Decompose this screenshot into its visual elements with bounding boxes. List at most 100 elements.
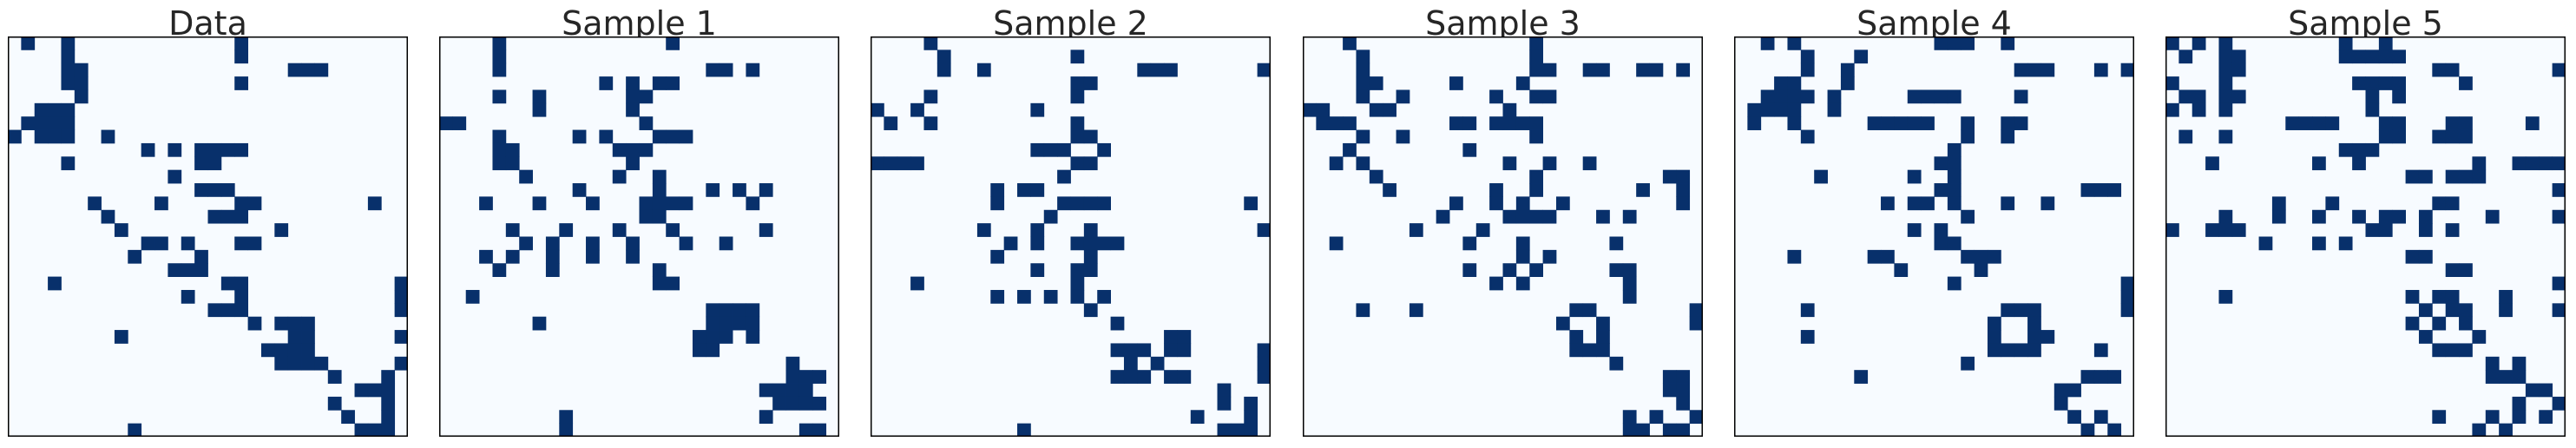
edge-cell (1921, 116, 1935, 130)
matrix-frame (439, 36, 839, 437)
edge-cell (1787, 36, 1802, 50)
edge-cell (2231, 223, 2246, 237)
edge-cell (2418, 169, 2433, 184)
edge-cell (1947, 36, 1962, 50)
edge-cell (2027, 63, 2041, 77)
edge-cell (207, 183, 222, 197)
edge-cell (274, 343, 289, 358)
edge-cell (1867, 116, 1882, 130)
edge-cell (706, 316, 720, 331)
edge-cell (220, 303, 235, 318)
edge-cell (1123, 356, 1138, 371)
edge-cell (2405, 316, 2420, 331)
edge-cell (2552, 396, 2566, 411)
edge-cell (465, 289, 480, 304)
edge-cell (910, 276, 924, 291)
edge-cell (141, 142, 155, 157)
edge-cell (1110, 370, 1125, 384)
edge-cell (2001, 116, 2015, 130)
edge-cell (2378, 223, 2393, 237)
edge-cell (2499, 303, 2513, 318)
edge-cell (2001, 196, 2015, 211)
edge-cell (1515, 209, 1530, 224)
edge-cell (2054, 383, 2068, 398)
edge-cell (639, 209, 654, 224)
edge-cell (2552, 156, 2566, 171)
edge-cell (559, 423, 574, 437)
edge-cell (1907, 116, 1922, 130)
edge-cell (976, 63, 991, 77)
edge-cell (772, 383, 786, 398)
edge-cell (128, 423, 142, 437)
edge-cell (1787, 76, 1802, 90)
edge-cell (2539, 383, 2553, 398)
panel-title: Sample 5 (2288, 4, 2443, 43)
edge-cell (1017, 423, 1031, 437)
edge-cell (220, 276, 235, 291)
edge-cell (2365, 142, 2380, 157)
edge-cell (1070, 116, 1085, 130)
edge-cell (2459, 303, 2473, 318)
edge-cell (1257, 63, 1271, 77)
edge-cell (2499, 289, 2513, 304)
edge-cell (61, 49, 76, 64)
edge-cell (1217, 396, 1232, 411)
edge-cell (1582, 343, 1597, 358)
edge-cell (1489, 276, 1503, 291)
edge-cell (1502, 156, 1517, 171)
edge-cell (1083, 236, 1098, 251)
edge-cell (1961, 36, 1975, 50)
edge-cell (234, 196, 248, 211)
edge-cell (1747, 116, 1762, 130)
edge-cell (247, 316, 262, 331)
edge-cell (990, 196, 1005, 211)
edge-cell (586, 249, 600, 264)
edge-cell (759, 410, 773, 425)
edge-cell (719, 330, 733, 344)
edge-cell (1907, 89, 1922, 104)
edge-cell (2338, 49, 2353, 64)
edge-cell (1097, 289, 1111, 304)
edge-cell (1555, 196, 1570, 211)
edge-cell (354, 423, 369, 437)
adjacency-matrix (2165, 36, 2566, 437)
edge-cell (314, 63, 329, 77)
edge-cell (21, 116, 36, 130)
edge-cell (746, 196, 760, 211)
edge-cell (2093, 63, 2108, 77)
edge-cell (559, 223, 574, 237)
edge-cell (2459, 316, 2473, 331)
edge-cell (871, 156, 884, 171)
edge-cell (168, 142, 182, 157)
edge-cell (2120, 303, 2134, 318)
edge-cell (2325, 116, 2340, 130)
edge-cell (2165, 36, 2179, 50)
edge-cell (2392, 129, 2406, 144)
edge-cell (798, 383, 813, 398)
edge-cell (1383, 183, 1396, 197)
edge-cell (1356, 129, 1370, 144)
edge-cell (2093, 410, 2108, 425)
edge-cell (1987, 330, 2001, 344)
edge-cell (505, 156, 520, 171)
edge-cell (287, 63, 302, 77)
edge-cell (2445, 63, 2460, 77)
edge-cell (1097, 142, 1111, 157)
edge-cell (1636, 423, 1650, 437)
edge-cell (1083, 196, 1098, 211)
edge-cell (706, 63, 720, 77)
edge-cell (772, 396, 786, 411)
edge-cell (1881, 196, 1895, 211)
edge-cell (2485, 356, 2500, 371)
edge-cell (733, 303, 746, 318)
edge-cell (2378, 209, 2393, 224)
edge-cell (2512, 410, 2527, 425)
edge-cell (812, 370, 827, 384)
edge-cell (2231, 89, 2246, 104)
edge-cell (2378, 36, 2393, 50)
edge-cell (1515, 236, 1530, 251)
edge-cell (1070, 289, 1085, 304)
edge-cell (923, 116, 938, 130)
edge-cell (1489, 89, 1503, 104)
edge-cell (1070, 129, 1085, 144)
